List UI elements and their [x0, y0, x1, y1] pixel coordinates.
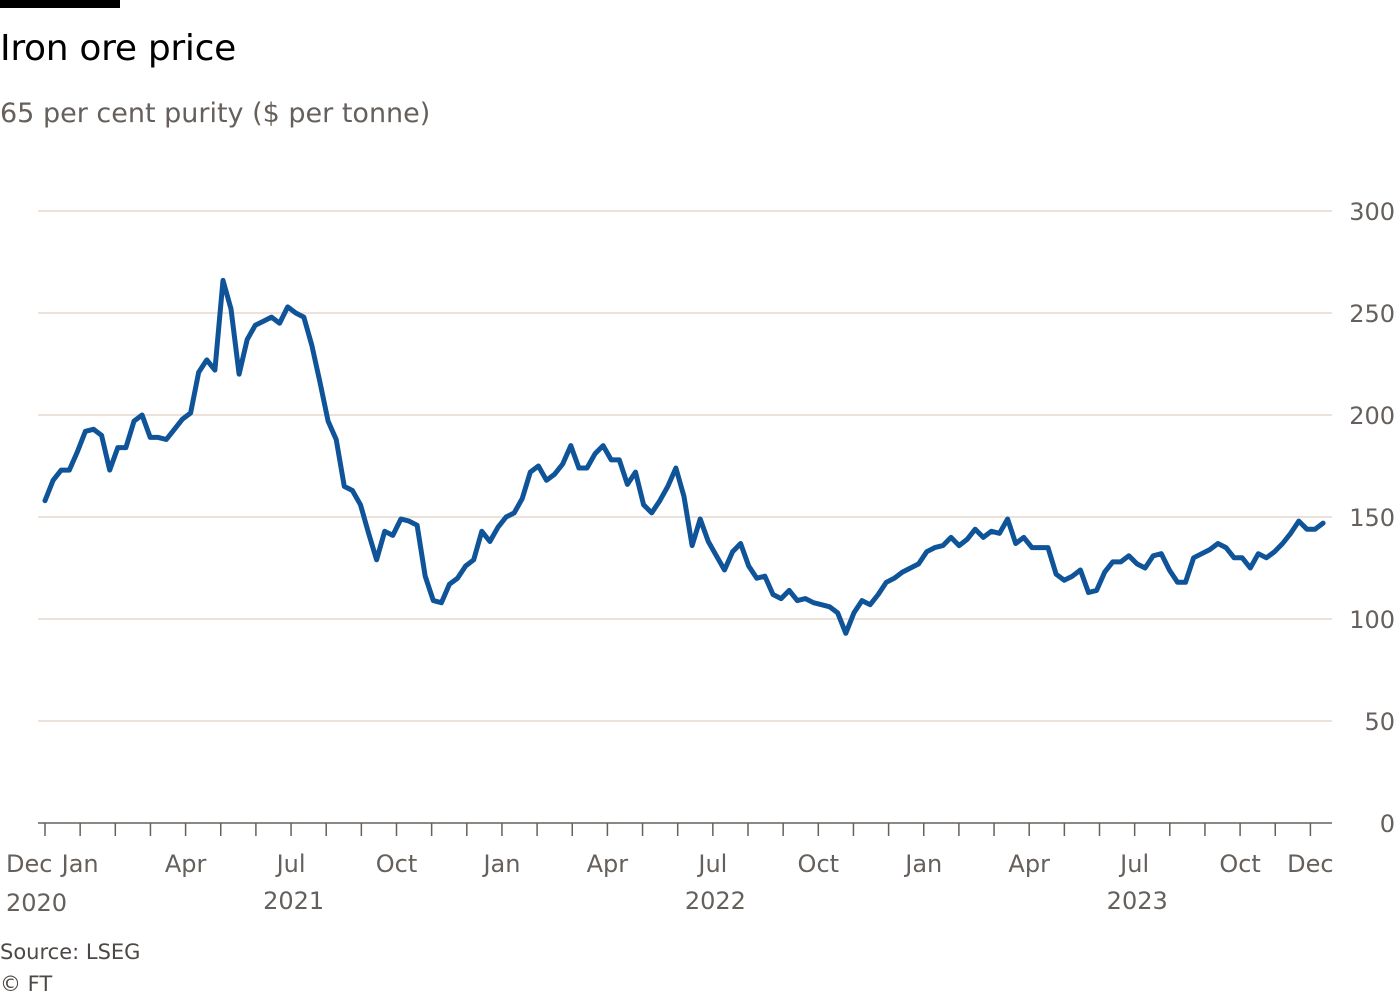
y-tick-label: 50 [1364, 708, 1395, 736]
chart-title: Iron ore price [0, 28, 236, 69]
x-axis: Dec 2020 Jan Apr Jul Oct Jan Apr Jul Oct Jan Apr Jul… [6, 823, 1334, 917]
x-tick-label: Oct [1219, 850, 1261, 878]
copyright-note: © FT [0, 972, 53, 996]
x-tick-label: Jul [275, 850, 306, 878]
x-tick-label: Jan [481, 850, 520, 878]
x-tick-label: Jul [1118, 850, 1149, 878]
x-tick-label: Jan [60, 850, 99, 878]
x-tick-label: Jan [903, 850, 942, 878]
x-tick-label: Dec [1287, 850, 1333, 878]
source-note: Source: LSEG [0, 940, 141, 964]
x-tick-label: Apr [165, 850, 207, 878]
x-year-label: 2021 [263, 887, 324, 915]
y-tick-label: 300 [1349, 198, 1395, 226]
x-tick-label: Oct [376, 850, 418, 878]
y-tick-label: 0 [1380, 810, 1395, 838]
x-year-label: 2023 [1107, 887, 1168, 915]
x-tick-label: Dec [6, 850, 52, 878]
y-tick-label: 100 [1349, 606, 1395, 634]
ft-top-bar [0, 0, 120, 8]
x-year-label: 2020 [6, 889, 67, 917]
x-tick-label: Apr [1008, 850, 1050, 878]
x-year-label: 2022 [685, 887, 746, 915]
y-axis: 0 50 100 150 200 250 300 [1349, 198, 1395, 838]
x-tick-label: Oct [798, 850, 840, 878]
x-tick-label: Jul [696, 850, 727, 878]
chart-subtitle: 65 per cent purity ($ per tonne) [0, 98, 431, 129]
x-tick-label: Apr [587, 850, 629, 878]
series-line-iron-ore-price [42, 277, 1326, 636]
y-tick-label: 200 [1349, 402, 1395, 430]
y-tick-label: 250 [1349, 300, 1395, 328]
y-tick-label: 150 [1349, 504, 1395, 532]
